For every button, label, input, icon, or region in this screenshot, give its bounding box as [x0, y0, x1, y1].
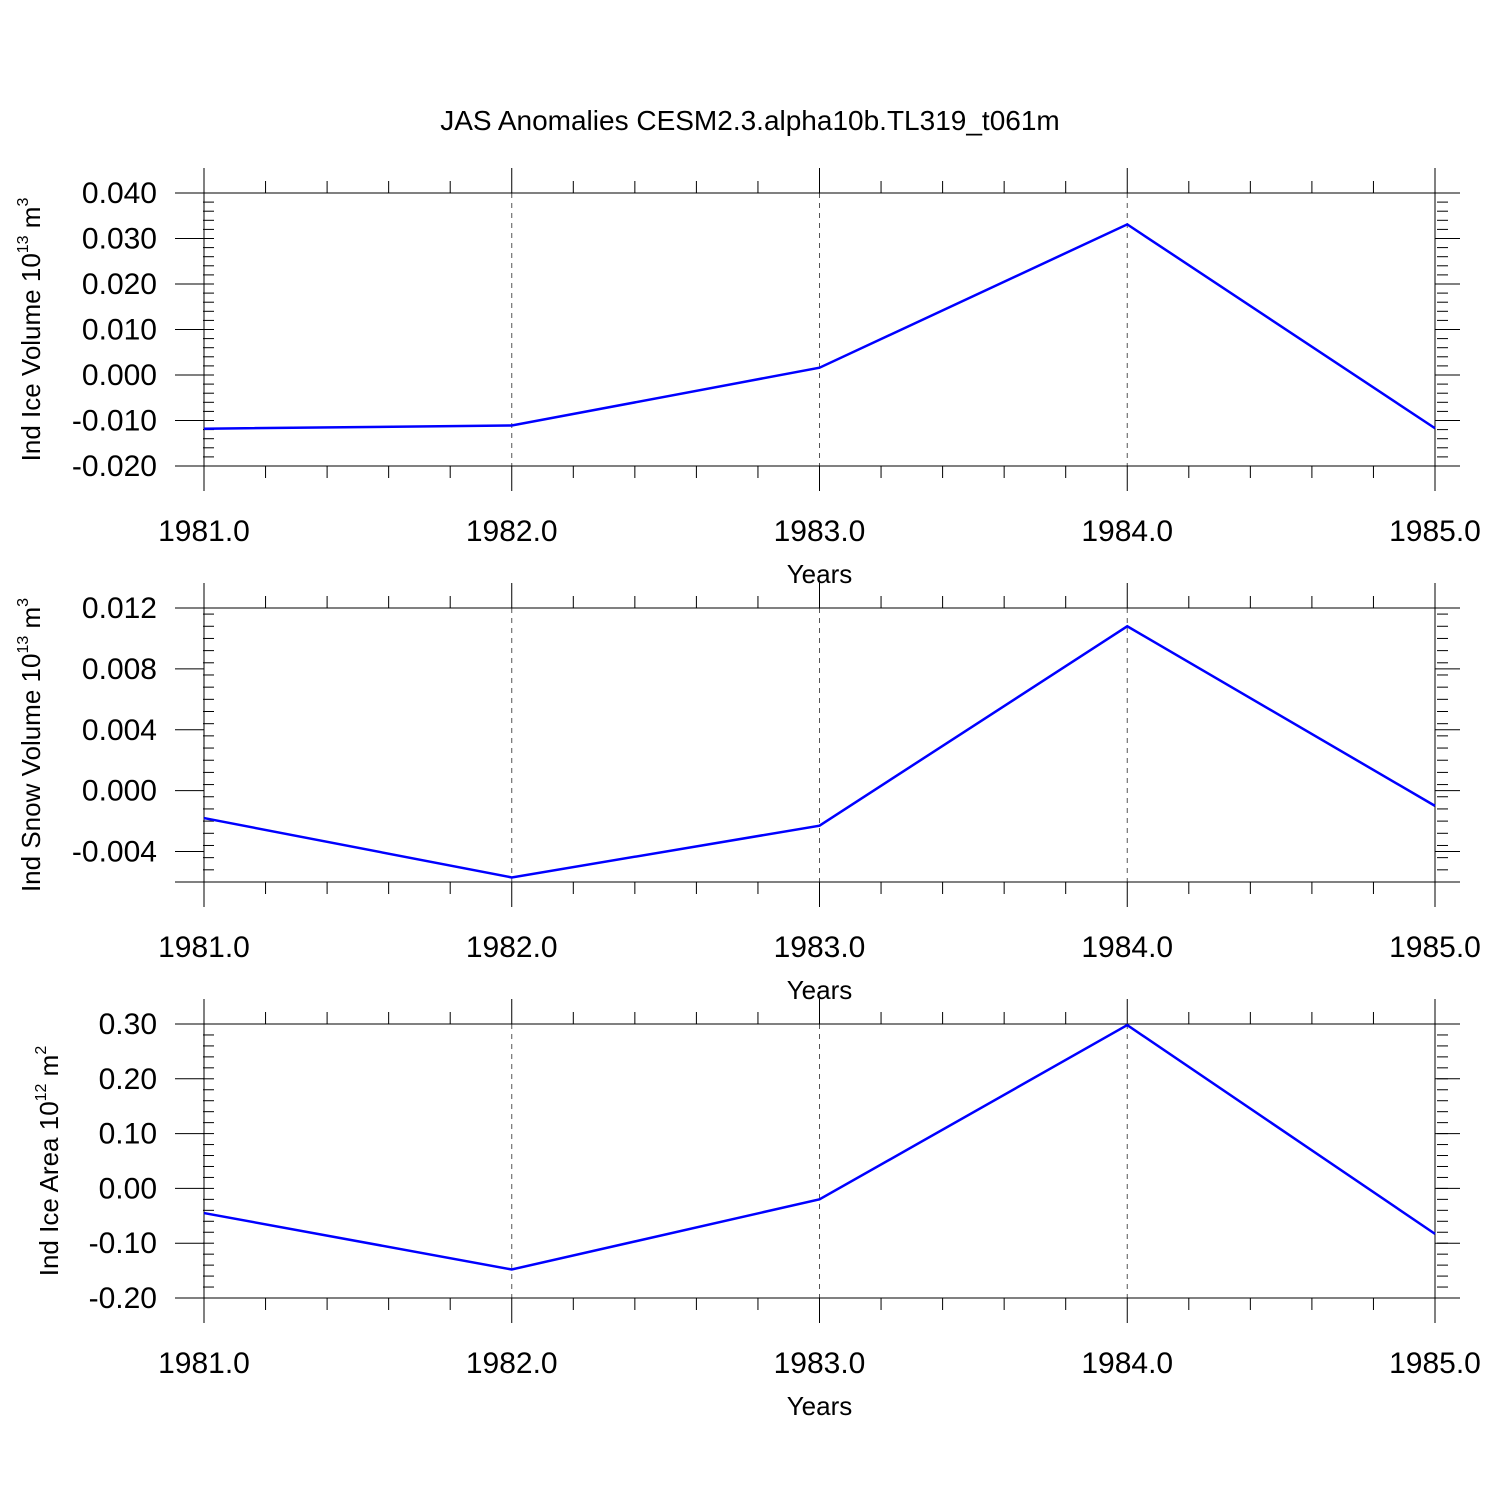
x-tick-label: 1983.0 [774, 1347, 866, 1380]
x-tick-label: 1983.0 [774, 515, 866, 548]
y-tick-label: 0.000 [82, 775, 157, 808]
chart-panel-3: 1981.0 1982.0 1983.0 1984.0 1985.0 -0.20 -0.10… [33, 999, 1481, 1421]
y-axis-label-part: Ind Snow Volume 10 [16, 654, 46, 893]
y-tick-label: 0.20 [99, 1063, 157, 1096]
y-tick-label: 0.020 [82, 268, 157, 301]
y-tick-label: -0.10 [89, 1227, 157, 1260]
y-tick-label: -0.020 [72, 450, 157, 483]
x-tick-label: 1985.0 [1389, 1347, 1481, 1380]
y-tick-label: -0.010 [72, 405, 157, 438]
y-tick-label: 0.004 [82, 714, 157, 747]
y-axis-label-part: Ind Ice Volume 10 [16, 253, 46, 461]
y-axis-label-exponent: 12 [33, 1083, 50, 1101]
x-tick-label: 1984.0 [1081, 931, 1173, 964]
y-tick-label: 0.010 [82, 314, 157, 347]
x-tick-label: 1985.0 [1389, 515, 1481, 548]
x-tick-label: 1983.0 [774, 931, 866, 964]
y-axis-label-part: m [16, 207, 46, 236]
x-axis-label: Years [787, 1391, 853, 1421]
y-axis-label-exponent: 3 [15, 598, 32, 607]
x-tick-label: 1982.0 [466, 931, 558, 964]
y-tick-label: 0.10 [99, 1118, 157, 1151]
y-axis-label-part: m [34, 1055, 64, 1084]
x-tick-label: 1981.0 [158, 931, 250, 964]
y-tick-label: 0.008 [82, 653, 157, 686]
y-axis-label: Ind Ice Volume 1013 m3 [15, 198, 46, 462]
x-tick-label: 1982.0 [466, 1347, 558, 1380]
y-axis-label: Ind Snow Volume 1013 m3 [15, 598, 46, 892]
figure-title: JAS Anomalies CESM2.3.alpha10b.TL319_t06… [440, 105, 1060, 136]
y-tick-label: 0.000 [82, 359, 157, 392]
x-tick-label: 1981.0 [158, 1347, 250, 1380]
y-tick-label: 0.00 [99, 1172, 157, 1205]
chart-panel-1: 1981.0 1982.0 1983.0 1984.0 1985.0 -0.020 -0.0… [15, 168, 1481, 589]
y-tick-label: 0.30 [99, 1008, 157, 1041]
x-tick-label: 1984.0 [1081, 515, 1173, 548]
chart-panel-2: 1981.0 1982.0 1983.0 1984.0 1985.0 -0.004 0.00… [15, 583, 1481, 1005]
x-tick-label: 1984.0 [1081, 1347, 1173, 1380]
y-tick-label: -0.004 [72, 836, 157, 869]
x-tick-label: 1982.0 [466, 515, 558, 548]
y-axis-label-part: m [16, 607, 46, 636]
y-axis-label-exponent: 13 [15, 636, 32, 654]
y-tick-label: 0.030 [82, 223, 157, 256]
y-axis-label-exponent: 2 [33, 1046, 50, 1055]
x-tick-label: 1985.0 [1389, 931, 1481, 964]
y-axis-label-part: Ind Ice Area 10 [34, 1101, 64, 1276]
x-tick-label: 1981.0 [158, 515, 250, 548]
y-tick-label: 0.012 [82, 592, 157, 625]
y-axis-label-exponent: 3 [15, 198, 32, 207]
y-axis-label: Ind Ice Area 1012 m2 [33, 1046, 64, 1277]
y-tick-label: 0.040 [82, 177, 157, 210]
y-tick-label: -0.20 [89, 1282, 157, 1315]
y-axis-label-exponent: 13 [15, 235, 32, 253]
